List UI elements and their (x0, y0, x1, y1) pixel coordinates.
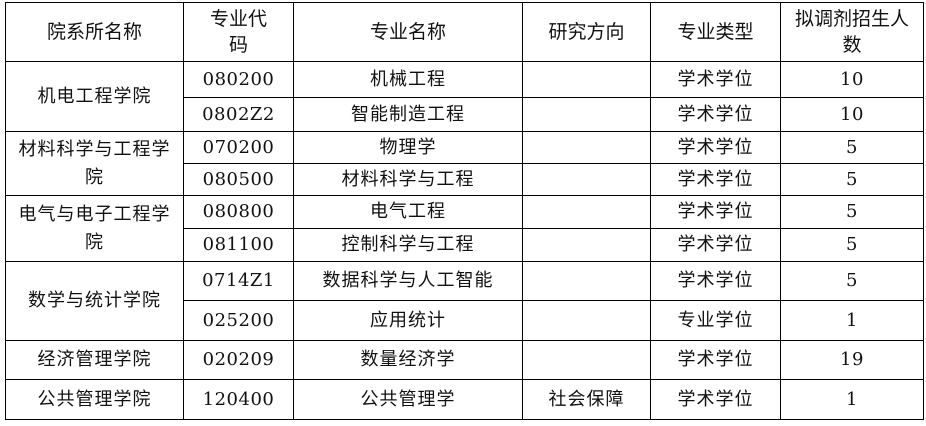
direction-cell (522, 340, 651, 380)
table-row: 材料科学与工程学院 070200 物理学 学术学位 5 (5, 131, 924, 196)
dept-cell: 公共管理学院 (5, 379, 184, 420)
table-row: 电气与电子工程学院 080800 电气工程 学术学位 5 (5, 195, 924, 262)
adjustment-enrollment-table: 院系所名称 专业代码 专业名称 研究方向 专业类型 拟调剂招生人数 机电工程学院… (5, 2, 924, 420)
direction-cell (522, 195, 651, 229)
header-row: 院系所名称 专业代码 专业名称 研究方向 专业类型 拟调剂招生人数 (5, 2, 924, 62)
type-cell: 学术学位 (650, 163, 781, 196)
major-cell: 数据科学与人工智能 (293, 261, 523, 301)
dept-cell: 经济管理学院 (5, 340, 184, 380)
major-cell: 智能制造工程 (293, 97, 523, 132)
direction-cell (522, 97, 651, 132)
direction-cell (522, 61, 651, 98)
table-row: 0802Z2 智能制造工程 学术学位 10 (6, 97, 924, 132)
count-cell: 5 (780, 195, 924, 229)
dept-cell: 材料科学与工程学院 (5, 131, 184, 196)
type-cell: 学术学位 (650, 195, 781, 229)
count-cell: 1 (780, 300, 924, 341)
major-cell: 机械工程 (293, 61, 523, 98)
direction-cell (522, 131, 651, 164)
table-row: 025200 应用统计 专业学位 1 (6, 300, 924, 341)
header-count: 拟调剂招生人数 (780, 2, 924, 62)
header-direction: 研究方向 (522, 2, 651, 62)
dept-cell: 数学与统计学院 (5, 261, 184, 341)
count-cell: 5 (780, 131, 924, 164)
code-cell: 081100 (183, 228, 294, 262)
code-cell: 025200 (183, 300, 294, 341)
type-cell: 学术学位 (650, 340, 781, 380)
type-cell: 学术学位 (650, 61, 781, 98)
code-cell: 020209 (183, 340, 294, 380)
major-cell: 物理学 (293, 131, 523, 164)
type-cell: 学术学位 (650, 228, 781, 262)
header-code: 专业代码 (183, 2, 294, 62)
count-cell: 1 (780, 379, 924, 420)
table-row: 公共管理学院 120400 公共管理学 社会保障 学术学位 1 (5, 379, 924, 420)
major-cell: 电气工程 (293, 195, 523, 229)
table-row: 数学与统计学院 0714Z1 数据科学与人工智能 学术学位 5 (5, 261, 924, 341)
count-cell: 10 (780, 97, 924, 132)
type-cell: 学术学位 (650, 131, 781, 164)
major-cell: 数量经济学 (293, 340, 523, 380)
code-cell: 080200 (183, 61, 294, 98)
dept-cell: 电气与电子工程学院 (5, 195, 184, 262)
code-cell: 080800 (183, 195, 294, 229)
major-cell: 材料科学与工程 (293, 163, 523, 196)
count-cell: 5 (780, 261, 924, 301)
count-cell: 5 (780, 228, 924, 262)
table-row: 经济管理学院 020209 数量经济学 学术学位 19 (5, 340, 924, 380)
major-cell: 公共管理学 (293, 379, 523, 420)
type-cell: 专业学位 (650, 300, 781, 341)
count-cell: 19 (780, 340, 924, 380)
code-cell: 070200 (183, 131, 294, 164)
table-row: 机电工程学院 080200 机械工程 学术学位 10 (5, 61, 924, 132)
direction-cell: 社会保障 (522, 379, 651, 420)
header-dept: 院系所名称 (5, 2, 184, 62)
dept-cell: 机电工程学院 (5, 61, 184, 132)
header-major: 专业名称 (293, 2, 523, 62)
direction-cell (522, 228, 651, 262)
direction-cell (522, 261, 651, 301)
direction-cell (522, 300, 651, 341)
code-cell: 0802Z2 (183, 97, 294, 132)
table-row: 080500 材料科学与工程 学术学位 5 (6, 163, 924, 196)
header-type: 专业类型 (650, 2, 781, 62)
count-cell: 5 (780, 163, 924, 196)
type-cell: 学术学位 (650, 379, 781, 420)
code-cell: 120400 (183, 379, 294, 420)
major-cell: 控制科学与工程 (293, 228, 523, 262)
table-row: 081100 控制科学与工程 学术学位 5 (6, 228, 924, 262)
type-cell: 学术学位 (650, 261, 781, 301)
direction-cell (522, 163, 651, 196)
major-cell: 应用统计 (293, 300, 523, 341)
code-cell: 080500 (183, 163, 294, 196)
type-cell: 学术学位 (650, 97, 781, 132)
code-cell: 0714Z1 (183, 261, 294, 301)
count-cell: 10 (780, 61, 924, 98)
